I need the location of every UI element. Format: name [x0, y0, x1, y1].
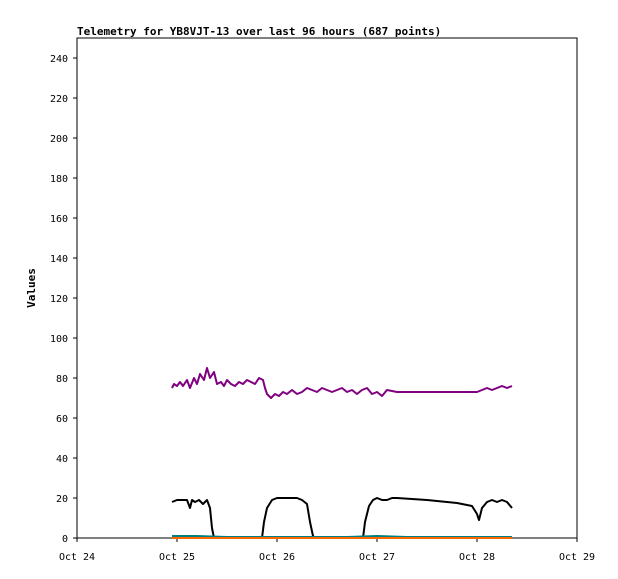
x-tick-label: Oct 27 [359, 552, 395, 563]
x-tick-label: Oct 26 [259, 552, 295, 563]
x-tick-label: Oct 25 [159, 552, 195, 563]
y-tick-label: 220 [50, 94, 68, 105]
series-line-2 [171, 497, 513, 539]
x-axis-ticks: Oct 24 Oct 25 Oct 26 Oct 27 Oct 28 Oct 29 [59, 538, 595, 563]
y-tick-label: 80 [56, 374, 68, 385]
y-tick-label: 60 [56, 414, 68, 425]
y-tick-label: 160 [50, 214, 68, 225]
chart-title: Telemetry for YB8VJT-13 over last 96 hou… [77, 25, 441, 38]
plot-frame [76, 37, 578, 539]
y-axis-ticks: 0 20 40 60 80 100 120 140 160 180 200 220 240 [50, 54, 77, 545]
y-tick-label: 180 [50, 174, 68, 185]
x-tick-label: Oct 24 [59, 552, 95, 563]
y-tick-label: 200 [50, 134, 68, 145]
x-tick-label: Oct 28 [459, 552, 495, 563]
y-tick-label: 0 [62, 534, 68, 545]
y-axis-label: Values [25, 268, 38, 308]
y-tick-label: 20 [56, 494, 68, 505]
y-tick-label: 100 [50, 334, 68, 345]
y-tick-label: 40 [56, 454, 68, 465]
series-line-1 [171, 367, 513, 399]
y-tick-label: 240 [50, 54, 68, 65]
y-tick-label: 140 [50, 254, 68, 265]
series-line-3 [172, 535, 512, 538]
series-group [171, 367, 513, 539]
y-tick-label: 120 [50, 294, 68, 305]
x-tick-label: Oct 29 [559, 552, 595, 563]
